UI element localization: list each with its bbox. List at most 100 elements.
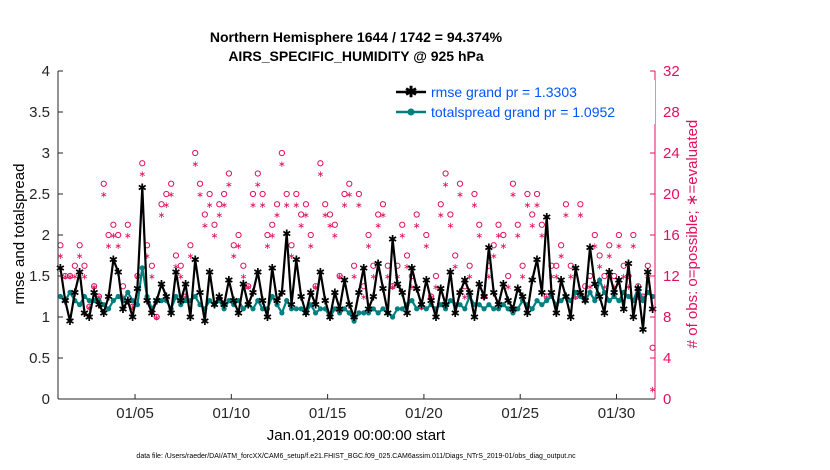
data-file-footer: data file: /Users/raeder/DAI/ATM_forcXX/… — [136, 453, 576, 460]
obs-evaluated-marker: ∗ — [283, 201, 291, 211]
rmse-point: ✱ — [258, 295, 267, 308]
obs-evaluated-marker: ∗ — [442, 180, 450, 190]
obs-evaluated-marker: ∗ — [423, 242, 431, 252]
obs-evaluated-marker: ∗ — [418, 303, 426, 313]
obs-possible-marker — [177, 262, 184, 269]
rmse-point: ✱ — [585, 241, 594, 254]
rmse-point: ✱ — [215, 291, 224, 304]
obs-possible-marker — [216, 201, 223, 208]
rmse-point: ✱ — [181, 278, 190, 291]
totalspread-point — [370, 306, 376, 312]
chart-title-line2: AIRS_SPECIFIC_HUMIDITY @ 925 hPa — [228, 48, 484, 64]
obs-possible-marker — [606, 242, 613, 249]
obs-possible-marker — [211, 221, 218, 228]
obs-evaluated-marker: ∗ — [355, 201, 363, 211]
obs-evaluated-marker: ∗ — [57, 252, 65, 262]
totalspread-point — [544, 298, 550, 304]
rmse-point: ✱ — [219, 299, 228, 312]
obs-possible-marker — [490, 242, 497, 249]
obs-possible-marker — [158, 201, 165, 208]
plot-area — [58, 71, 655, 399]
obs-possible-marker — [399, 221, 406, 228]
totalspread-point — [332, 306, 338, 312]
rmse-point: ✱ — [374, 258, 383, 271]
rmse-point: ✱ — [171, 266, 180, 279]
obs-evaluated-marker: ∗ — [196, 191, 204, 201]
obs-evaluated-marker: ∗ — [437, 211, 445, 221]
rmse-point: ✱ — [104, 291, 113, 304]
obs-possible-marker — [519, 262, 526, 269]
totalspread-point — [380, 306, 386, 312]
rmse-point: ✱ — [557, 274, 566, 287]
obs-evaluated-marker: ∗ — [158, 211, 166, 221]
obs-evaluated-marker: ∗ — [509, 191, 517, 201]
totalspread-point — [515, 306, 521, 312]
obs-evaluated-marker: ∗ — [519, 273, 527, 283]
obs-evaluated-marker: ∗ — [110, 232, 118, 242]
obs-evaluated-marker: ∗ — [408, 283, 416, 293]
totalspread-point — [86, 298, 92, 304]
rmse-point: ✱ — [268, 262, 277, 275]
obs-possible-marker — [139, 160, 146, 167]
rmse-point: ✱ — [205, 266, 214, 279]
obs-evaluated-marker: ∗ — [216, 211, 224, 221]
y-left-tick-label: 3 — [42, 145, 50, 162]
rmse-point: ✱ — [128, 311, 137, 324]
legend-spread-label: totalspread grand pr = 1.0952 — [431, 104, 615, 120]
obs-possible-marker — [225, 170, 233, 177]
totalspread-point — [110, 298, 116, 304]
obs-evaluated-marker: ∗ — [297, 221, 305, 231]
obs-evaluated-marker: ∗ — [562, 211, 570, 221]
obs-evaluated-marker: ∗ — [153, 314, 161, 324]
rmse-point: ✱ — [321, 295, 330, 308]
totalspread-point — [587, 289, 593, 295]
obs-possible-marker — [124, 221, 131, 228]
obs-evaluated-marker: ∗ — [321, 211, 329, 221]
rmse-point: ✱ — [195, 286, 204, 299]
rmse-point: ✱ — [629, 311, 638, 324]
rmse-point: ✱ — [301, 307, 310, 320]
totalspread-point — [173, 293, 179, 300]
obs-evaluated-marker: ∗ — [76, 252, 84, 262]
rmse-line — [59, 187, 654, 330]
obs-evaluated-marker: ∗ — [172, 262, 180, 272]
rmse-point: ✱ — [229, 295, 238, 308]
rmse-point: ✱ — [349, 311, 358, 324]
rmse-point: ✱ — [393, 278, 402, 291]
rmse-point: ✱ — [431, 311, 440, 324]
rmse-point: ✱ — [383, 307, 392, 320]
obs-possible-marker — [298, 211, 305, 218]
obs-possible-marker — [495, 221, 502, 228]
obs-possible-marker — [601, 272, 608, 280]
obs-possible-marker — [437, 201, 444, 208]
totalspread-point — [158, 298, 165, 304]
rmse-point: ✱ — [191, 254, 200, 267]
totalspread-point — [298, 306, 304, 312]
obs-possible-marker — [447, 211, 454, 218]
totalspread-point — [312, 310, 319, 316]
y-left-tick-label: 1.5 — [29, 268, 50, 285]
y-axis-right-label: # of obs: o=possible; ∗=evaluated — [684, 120, 701, 349]
obs-possible-marker — [375, 211, 382, 218]
rmse-point: ✱ — [152, 295, 161, 308]
y-left-tick-label: 0.5 — [29, 350, 50, 367]
rmse-point: ✱ — [595, 291, 604, 304]
obs-evaluated-marker: ∗ — [331, 232, 339, 242]
totalspread-point — [399, 306, 405, 312]
obs-evaluated-marker: ∗ — [81, 273, 89, 283]
rmse-point: ✱ — [354, 286, 363, 299]
obs-evaluated-marker: ∗ — [398, 232, 406, 242]
obs-possible-marker — [505, 272, 512, 280]
obs-evaluated-marker: ∗ — [524, 201, 532, 211]
plot-background — [58, 71, 655, 399]
totalspread-point — [250, 306, 256, 312]
totalspread-point — [105, 306, 112, 312]
totalspread-point — [274, 302, 280, 308]
totalspread-point — [534, 298, 540, 304]
rmse-point: ✱ — [369, 291, 378, 304]
obs-evaluated-marker: ∗ — [586, 283, 594, 293]
obs-evaluated-marker: ∗ — [259, 201, 267, 211]
rmse-point: ✱ — [523, 307, 532, 320]
obs-possible-marker — [201, 211, 208, 218]
obs-evaluated-marker: ∗ — [114, 242, 122, 252]
